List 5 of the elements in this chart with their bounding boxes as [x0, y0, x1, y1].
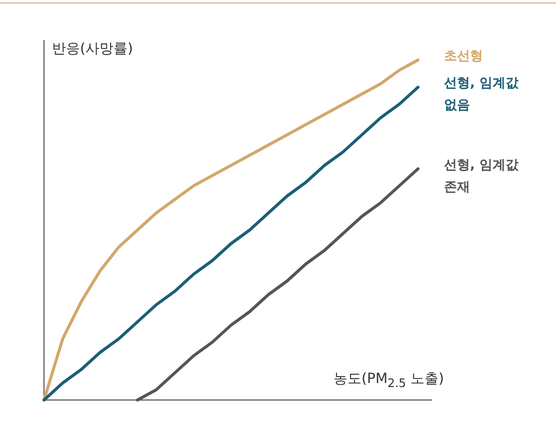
text: 선형, 임계값 없음	[444, 75, 520, 116]
y-axis-title: 반응(사망률)	[52, 40, 133, 58]
x-axis-title: 농도(PM$_{2.5}$ 노출)	[334, 370, 444, 390]
text: 초선형	[444, 48, 484, 66]
text: 선형, 임계값 존재	[444, 156, 520, 197]
